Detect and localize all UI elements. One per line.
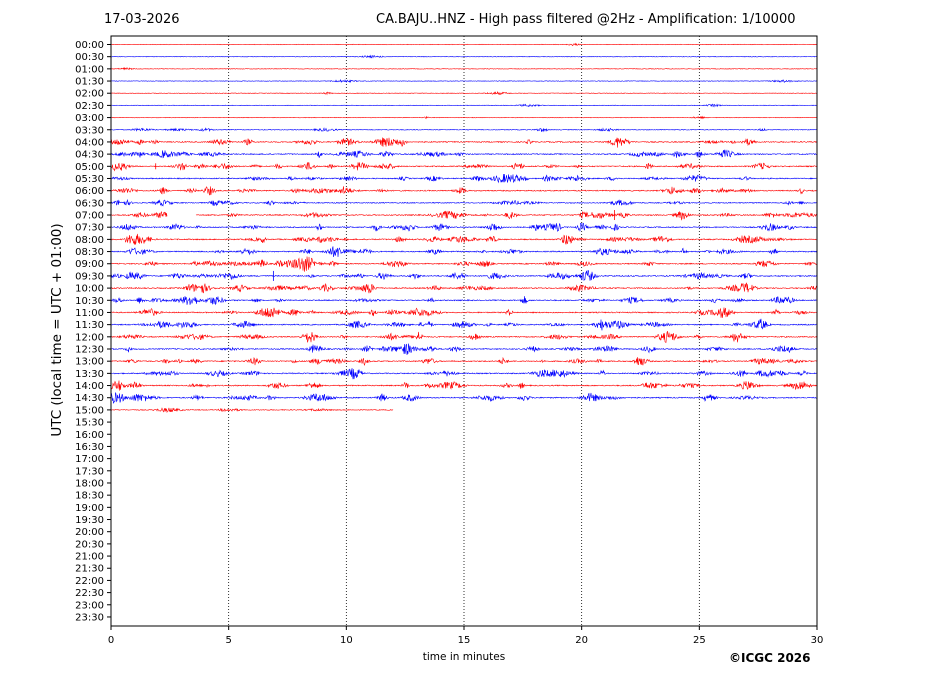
x-tick-label-5: 5 [225,635,231,646]
y-tick-label: 22:00 [75,576,104,587]
y-tick-label: 09:00 [75,259,104,270]
y-tick-label: 01:00 [75,64,104,75]
trace-row-07:00 [110,211,168,219]
x-tick-label-20: 20 [575,635,588,646]
trace-row-10:30 [110,296,818,306]
y-tick-label: 16:00 [75,430,104,441]
x-tick-label-10: 10 [340,635,353,646]
trace-row-10:00 [110,282,818,294]
trace-row-14:30 [110,392,818,404]
y-tick-label: 06:30 [75,198,104,209]
y-tick-label: 11:30 [75,320,104,331]
copyright-credit: ©ICGC 2026 [729,651,811,665]
y-tick-label: 13:30 [75,369,104,380]
trace-row-15:00 [110,407,394,414]
x-tick-label-15: 15 [458,635,471,646]
y-tick-label: 12:00 [75,332,104,343]
y-tick-label: 04:30 [75,150,104,161]
x-tick-label-0: 0 [108,635,114,646]
y-tick-label: 07:00 [75,211,104,222]
x-axis-label: time in minutes [422,651,506,663]
x-tick-label-30: 30 [811,635,824,646]
y-tick-label: 11:00 [75,308,104,319]
chart-title: CA.BAJU..HNZ - High pass filtered @2Hz -… [376,12,796,27]
trace-row-02:30 [110,103,818,108]
trace-row-09:00 [110,256,818,272]
y-tick-label: 03:30 [75,125,104,136]
y-tick-label: 20:00 [75,527,104,538]
y-tick-label: 16:30 [75,442,104,453]
y-tick-label: 15:00 [75,405,104,416]
y-tick-label: 10:00 [75,284,104,295]
y-tick-label: 18:00 [75,478,104,489]
y-tick-label: 20:30 [75,539,104,550]
y-tick-label: 02:30 [75,101,104,112]
trace-row-06:30 [110,198,818,207]
y-tick-label: 19:00 [75,503,104,514]
trace-row-07:00 [195,210,818,221]
trace-row-14:00 [110,380,818,391]
y-tick-label: 21:00 [75,552,104,563]
trace-row-12:30 [110,343,818,356]
y-tick-label: 23:00 [75,600,104,611]
y-tick-label: 03:00 [75,113,104,124]
trace-row-05:30 [110,174,818,184]
trace-row-12:00 [110,330,818,343]
trace-row-13:30 [110,368,818,380]
trace-row-08:30 [110,246,818,258]
trace-row-09:30 [110,269,818,282]
y-tick-label: 08:30 [75,247,104,258]
trace-row-11:30 [110,318,818,331]
y-tick-label: 02:00 [75,89,104,100]
trace-row-13:00 [110,356,818,366]
y-tick-label: 21:30 [75,564,104,575]
y-tick-label: 12:30 [75,345,104,356]
trace-row-03:30 [110,127,818,133]
y-tick-label: 15:30 [75,418,104,429]
y-tick-label: 14:00 [75,381,104,392]
y-tick-label: 23:30 [75,612,104,623]
x-ticks: 0 5 10 15 20 25 30 [108,626,824,646]
y-tick-label: 06:00 [75,186,104,197]
x-tick-label-25: 25 [693,635,706,646]
trace-row-05:00 [110,162,818,172]
y-tick-label: 17:30 [75,466,104,477]
y-tick-label: 19:30 [75,515,104,526]
date-label: 17-03-2026 [104,12,180,27]
y-tick-label: 13:00 [75,357,104,368]
trace-row-04:00 [110,137,818,148]
y-tick-label: 10:30 [75,296,104,307]
grid-lines [228,36,700,626]
trace-row-01:30 [110,79,818,83]
y-tick-label: 17:00 [75,454,104,465]
y-tick-label: 05:00 [75,162,104,173]
y-tick-label: 18:30 [75,491,104,502]
y-tick-label: 05:30 [75,174,104,185]
y-tick-label: 22:30 [75,588,104,599]
trace-row-06:00 [110,186,818,196]
y-tick-label: 04:00 [75,137,104,148]
trace-row-07:30 [110,222,818,232]
trace-row-01:00 [110,66,818,71]
y-tick-label: 07:30 [75,223,104,234]
y-tick-label: 00:00 [75,40,104,51]
trace-row-02:00 [110,91,818,96]
y-tick-label: 00:30 [75,52,104,63]
trace-row-08:00 [110,233,818,245]
trace-row-00:00 [110,42,818,47]
trace-row-03:00 [110,115,818,120]
y-tick-label: 14:30 [75,393,104,404]
trace-row-11:00 [110,307,818,318]
trace-row-00:30 [110,54,818,59]
y-tick-label: 01:30 [75,77,104,88]
y-tick-label: 08:00 [75,235,104,246]
traces [110,42,818,414]
y-tick-label: 09:30 [75,271,104,282]
trace-row-04:30 [110,149,818,159]
